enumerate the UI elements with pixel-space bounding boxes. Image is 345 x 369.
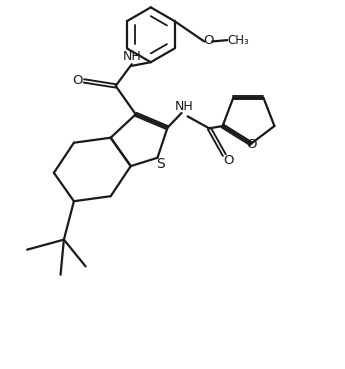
Text: CH₃: CH₃ xyxy=(228,34,249,46)
Text: O: O xyxy=(223,154,234,167)
Text: O: O xyxy=(204,34,214,47)
Text: S: S xyxy=(156,157,165,171)
Text: NH: NH xyxy=(123,50,142,63)
Text: O: O xyxy=(246,138,257,151)
Text: O: O xyxy=(73,74,83,87)
Text: NH: NH xyxy=(175,100,194,113)
